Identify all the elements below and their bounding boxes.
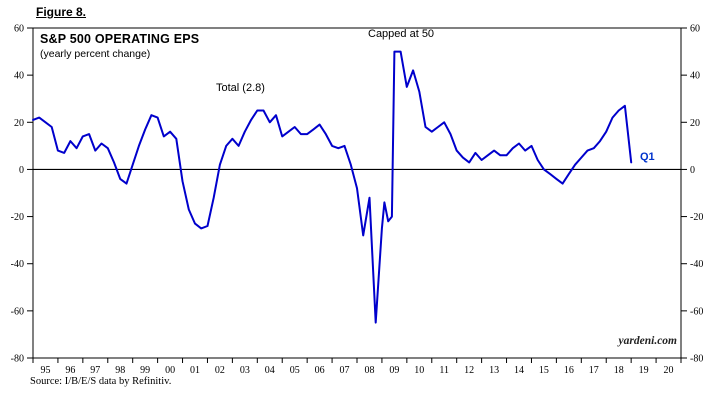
- svg-text:13: 13: [489, 365, 499, 376]
- svg-text:20: 20: [690, 118, 700, 129]
- svg-text:97: 97: [90, 365, 100, 376]
- svg-text:06: 06: [315, 365, 325, 376]
- svg-text:01: 01: [190, 365, 200, 376]
- svg-text:00: 00: [165, 365, 175, 376]
- svg-text:96: 96: [65, 365, 75, 376]
- svg-text:40: 40: [14, 71, 24, 82]
- svg-text:14: 14: [514, 365, 524, 376]
- chart-subtitle: (yearly percent change): [40, 48, 151, 60]
- svg-text:0: 0: [690, 165, 695, 176]
- svg-text:95: 95: [40, 365, 50, 376]
- svg-text:98: 98: [115, 365, 125, 376]
- svg-text:60: 60: [690, 24, 700, 35]
- annotation-capped-at-50: Capped at 50: [368, 28, 435, 40]
- svg-text:05: 05: [290, 365, 300, 376]
- svg-text:12: 12: [464, 365, 474, 376]
- svg-text:09: 09: [389, 365, 399, 376]
- svg-text:18: 18: [614, 365, 624, 376]
- svg-text:16: 16: [564, 365, 574, 376]
- svg-text:20: 20: [664, 365, 674, 376]
- svg-text:02: 02: [215, 365, 225, 376]
- svg-text:99: 99: [140, 365, 150, 376]
- svg-text:07: 07: [340, 365, 350, 376]
- svg-text:19: 19: [639, 365, 649, 376]
- svg-text:10: 10: [414, 365, 424, 376]
- svg-text:17: 17: [589, 365, 599, 376]
- svg-text:-60: -60: [11, 306, 24, 317]
- svg-text:-60: -60: [690, 306, 703, 317]
- svg-text:-20: -20: [11, 212, 24, 223]
- source-attribution: Source: I/B/E/S data by Refinitiv.: [30, 376, 172, 387]
- svg-text:20: 20: [14, 118, 24, 129]
- svg-text:-80: -80: [690, 354, 703, 365]
- svg-text:-40: -40: [690, 259, 703, 270]
- svg-text:15: 15: [539, 365, 549, 376]
- annotation-q1: Q1: [640, 151, 655, 163]
- svg-text:03: 03: [240, 365, 250, 376]
- svg-text:40: 40: [690, 71, 700, 82]
- svg-text:0: 0: [19, 165, 24, 176]
- svg-text:60: 60: [14, 24, 24, 35]
- svg-text:08: 08: [364, 365, 374, 376]
- yardeni-watermark: yardeni.com: [618, 335, 677, 347]
- svg-text:04: 04: [265, 365, 275, 376]
- figure-label: Figure 8.: [36, 5, 87, 19]
- svg-text:11: 11: [439, 365, 449, 376]
- annotation-total: Total (2.8): [216, 82, 265, 94]
- svg-text:-20: -20: [690, 212, 703, 223]
- svg-text:-80: -80: [11, 354, 24, 365]
- svg-text:-40: -40: [11, 259, 24, 270]
- chart-title: S&P 500 OPERATING EPS: [40, 32, 200, 46]
